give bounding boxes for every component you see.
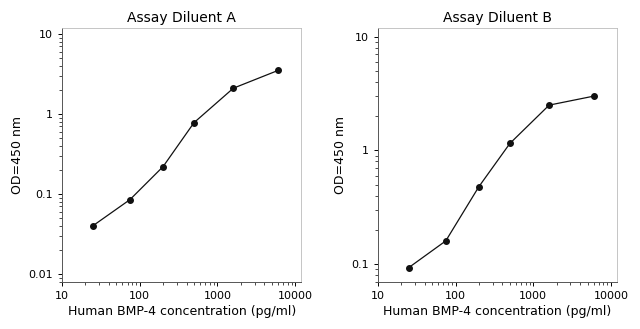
Y-axis label: OD=450 nm: OD=450 nm (11, 116, 24, 194)
X-axis label: Human BMP-4 concentration (pg/ml): Human BMP-4 concentration (pg/ml) (383, 305, 612, 318)
Title: Assay Diluent B: Assay Diluent B (443, 11, 552, 25)
X-axis label: Human BMP-4 concentration (pg/ml): Human BMP-4 concentration (pg/ml) (68, 305, 296, 318)
Title: Assay Diluent A: Assay Diluent A (127, 11, 236, 25)
Y-axis label: OD=450 nm: OD=450 nm (334, 116, 347, 194)
